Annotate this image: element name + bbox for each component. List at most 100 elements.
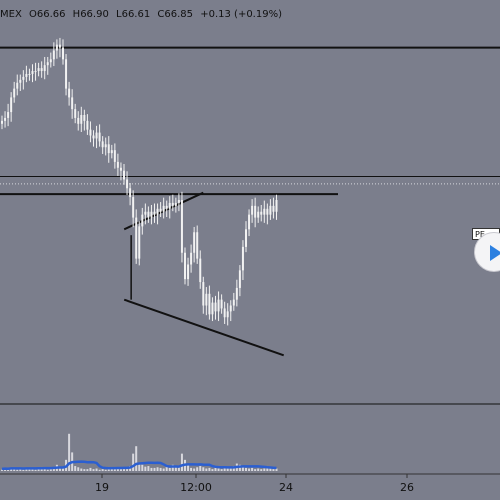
time-tick-label: 24 bbox=[279, 481, 293, 494]
volume-bar bbox=[46, 469, 49, 471]
candle-body bbox=[190, 252, 193, 265]
candle-body bbox=[156, 208, 159, 215]
volume-moving-average bbox=[1, 460, 277, 471]
candle-body bbox=[71, 97, 74, 110]
trendline bbox=[123, 298, 285, 357]
candle-body bbox=[217, 299, 220, 312]
high-value: H66.90 bbox=[72, 9, 109, 20]
volume-bar bbox=[37, 468, 40, 471]
volume-bar bbox=[110, 467, 113, 471]
volume-bar bbox=[208, 467, 211, 471]
candle-body bbox=[171, 202, 174, 206]
volume-bar bbox=[177, 467, 180, 471]
candle-body bbox=[257, 211, 260, 218]
candle-body bbox=[238, 270, 241, 288]
candle-body bbox=[55, 44, 58, 51]
volume-bar bbox=[199, 466, 202, 471]
play-button[interactable] bbox=[474, 232, 500, 272]
volume-bar bbox=[217, 468, 220, 471]
candle-body bbox=[101, 141, 104, 148]
candle-body bbox=[245, 229, 247, 247]
candle-body bbox=[46, 62, 49, 66]
volume-bar bbox=[83, 469, 86, 471]
volume-bar bbox=[165, 466, 168, 471]
candle-body bbox=[10, 97, 13, 113]
volume-bar bbox=[229, 467, 232, 471]
volume-bar bbox=[19, 469, 22, 471]
candle-body bbox=[168, 202, 171, 209]
volume-bar bbox=[25, 468, 28, 471]
volume-bar bbox=[123, 467, 125, 471]
volume-bar bbox=[275, 468, 278, 471]
candle-body bbox=[4, 117, 7, 121]
volume-bar bbox=[141, 464, 144, 471]
candle-body bbox=[135, 217, 138, 259]
candle-body bbox=[25, 73, 28, 77]
candle-body bbox=[187, 264, 190, 280]
volume-bar bbox=[254, 469, 257, 471]
volume-bar bbox=[49, 469, 52, 471]
volume-bar bbox=[80, 468, 83, 471]
candle-body bbox=[7, 112, 10, 118]
volume-bar bbox=[245, 467, 247, 471]
candle-body bbox=[138, 226, 141, 259]
volume-bar bbox=[238, 464, 241, 471]
candle-body bbox=[269, 205, 272, 215]
candle-body bbox=[19, 79, 22, 83]
volume-bar bbox=[74, 466, 77, 471]
volume-bar bbox=[214, 467, 217, 471]
volume-bar bbox=[168, 467, 171, 471]
volume-bar bbox=[22, 469, 25, 471]
volume-bar bbox=[193, 468, 196, 471]
candle-body bbox=[68, 88, 71, 98]
candle-body bbox=[58, 44, 61, 48]
candle-body bbox=[65, 59, 68, 89]
volume-bar bbox=[62, 468, 64, 471]
candle-body bbox=[241, 246, 244, 271]
volume-bar bbox=[144, 466, 147, 471]
candle-body bbox=[16, 82, 19, 89]
time-tick-label: 26 bbox=[400, 481, 414, 494]
open-value: O66.66 bbox=[28, 9, 66, 20]
candle-body bbox=[254, 205, 257, 218]
candle-body bbox=[141, 214, 144, 227]
volume-bar bbox=[7, 469, 10, 471]
candle-body bbox=[1, 120, 3, 124]
volume-bar bbox=[153, 467, 156, 471]
candle-body bbox=[110, 150, 113, 154]
volume-bar bbox=[77, 467, 80, 471]
volume-bar bbox=[92, 469, 95, 471]
candle-body bbox=[248, 214, 251, 230]
volume-bar bbox=[132, 453, 135, 471]
volume-bar bbox=[187, 464, 190, 471]
candle-body bbox=[119, 167, 122, 171]
candle-body bbox=[226, 311, 229, 318]
candle-body bbox=[174, 202, 177, 206]
candle-body bbox=[52, 50, 55, 60]
volume-bar bbox=[205, 468, 208, 471]
close-value: C66.85 bbox=[157, 9, 194, 20]
candle-body bbox=[147, 211, 150, 218]
volume-bar bbox=[86, 469, 89, 471]
volume-bar bbox=[269, 467, 272, 471]
volume-bar bbox=[190, 467, 193, 471]
candle-body bbox=[62, 47, 64, 60]
volume-bar bbox=[266, 468, 269, 471]
candle-body bbox=[40, 68, 43, 72]
volume-bar bbox=[107, 469, 110, 471]
candle-body bbox=[263, 208, 266, 215]
volume-bar bbox=[101, 469, 104, 471]
candle-body bbox=[165, 205, 168, 209]
volume-bar bbox=[13, 469, 16, 471]
volume-bar bbox=[150, 467, 153, 471]
candle-body bbox=[86, 120, 89, 130]
volume-bar bbox=[95, 468, 98, 471]
candle-body bbox=[266, 208, 269, 215]
candle-body bbox=[205, 293, 208, 306]
candle-body bbox=[104, 144, 107, 148]
candle-body bbox=[159, 208, 162, 212]
candle-body bbox=[202, 282, 205, 306]
candle-body bbox=[223, 308, 226, 318]
candle-body bbox=[98, 132, 101, 142]
